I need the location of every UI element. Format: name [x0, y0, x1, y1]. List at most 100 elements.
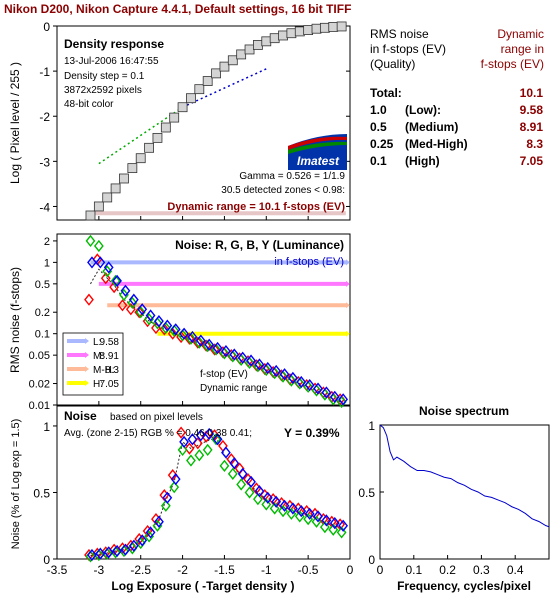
pix-xtick-label: -1	[261, 563, 272, 577]
pix-point-B	[145, 526, 156, 539]
spectrum-line	[379, 424, 550, 528]
rms-row-value: 8.91	[520, 120, 544, 134]
density-point	[311, 23, 322, 34]
pix-point-G	[261, 498, 272, 511]
noise-ytick-label: 2	[44, 236, 50, 248]
density-point	[336, 21, 347, 32]
density-point	[211, 68, 221, 79]
density-info-step: Density step = 0.1	[64, 71, 145, 82]
pix-ytick-label: 1	[43, 420, 50, 434]
spec-xtick-label: 0.1	[405, 563, 422, 577]
pix-point-B	[321, 514, 332, 527]
rms-header-left-2: in f-stops (EV)	[370, 42, 446, 56]
noise-point-B	[237, 351, 248, 364]
pixel-noise-plot-frame	[56, 405, 351, 560]
pix-point-B	[95, 547, 106, 560]
density-point	[253, 40, 263, 50]
spec-ytick-label: 0	[368, 553, 375, 567]
noise-ytick-label: 0.5	[35, 279, 50, 291]
pix-point-R	[134, 532, 145, 546]
noise-ytick-label: 0.01	[29, 400, 50, 412]
pix-point-G	[152, 519, 163, 532]
density-point	[119, 173, 129, 184]
rms-header-right-3: f-stops (EV)	[481, 57, 544, 71]
spec-xtick-label: 0.4	[507, 563, 524, 577]
noise-point-B	[271, 364, 282, 378]
pix-point-G	[135, 536, 146, 550]
pix-xtick-label: -1.5	[214, 563, 235, 577]
density-point	[319, 22, 330, 33]
noise-point-B	[179, 327, 189, 340]
pix-point-G	[194, 449, 205, 462]
density-point	[244, 44, 255, 55]
pix-xtick-label: -2.5	[130, 563, 151, 577]
pix-xtick-label: -0.5	[298, 563, 319, 577]
legend-swatch-arrow	[85, 366, 89, 372]
pix-point-G	[227, 467, 238, 480]
pix-xtick-label: -3	[94, 563, 105, 577]
rms-row-quality: Total:	[370, 86, 402, 100]
pix-point-B	[112, 544, 122, 558]
noise-legend: L:9.58 M:8.91 M-H:8.3H:7.05 f-stop (EV) Dy…	[62, 332, 268, 396]
pix-point-B	[246, 475, 256, 488]
noise-point-B	[112, 274, 122, 288]
noise-title: Noise: R, G, B, Y (Luminance)	[175, 238, 344, 252]
density-plot-frame	[56, 25, 351, 221]
pix-point-R	[142, 524, 153, 538]
noise-level-arrow	[346, 330, 350, 337]
noise-point-B	[313, 382, 323, 395]
legend-key: M:	[93, 351, 104, 362]
noise-subtitle: in f-stops (EV)	[274, 256, 344, 268]
pixel-noise-y: Y = 0.39%	[284, 426, 340, 440]
noise-ytick-label: 1	[44, 257, 50, 269]
rms-row-label: (High)	[405, 154, 440, 168]
spec-xtick-label: 0.3	[473, 563, 490, 577]
density-ytick-label: 0	[43, 20, 50, 34]
imatest-logo-text: Imatest	[297, 154, 340, 168]
rms-table-rows: Total: 10.1 1.0 (Low): 9.58 0.5 (Medium) 8.91 0.…	[370, 86, 543, 168]
density-info-pixels: 3872x2592 pixels	[64, 85, 142, 96]
noise-plot-frame	[56, 233, 351, 406]
noise-point-B	[221, 344, 231, 358]
density-ytick-label: -2	[39, 110, 50, 124]
density-point	[144, 142, 154, 153]
density-ytick-label: -3	[39, 155, 50, 169]
density-title: Density response	[64, 37, 164, 51]
pix-point-B	[103, 546, 114, 559]
rms-row-label: (Medium)	[405, 120, 458, 134]
noise-point-R	[201, 339, 212, 352]
pix-xtick-label: -3.5	[47, 563, 68, 577]
density-point	[194, 84, 205, 95]
noise-ylabel: RMS noise (f-stops)	[8, 267, 22, 373]
pix-ytick-label: 0.5	[33, 486, 50, 500]
noise-point-B	[262, 361, 273, 375]
noise-point-B	[296, 375, 307, 389]
noise-point-B	[137, 303, 148, 316]
noise-point-B	[103, 261, 114, 274]
density-point	[202, 76, 213, 86]
pixel-noise-note: based on pixel levels	[110, 412, 203, 423]
density-point	[286, 28, 297, 39]
noise-point-R	[167, 327, 178, 340]
noise-point-G	[102, 265, 113, 278]
noise-point-B	[170, 323, 181, 336]
noise-point-B	[162, 319, 173, 332]
noise-series-Y	[90, 268, 342, 403]
legend-swatch-arrow	[85, 352, 89, 358]
rms-row-label: (Med-High)	[405, 137, 468, 151]
density-point	[93, 201, 104, 212]
rms-header-left-1: RMS noise	[370, 27, 429, 41]
density-point	[294, 26, 305, 37]
noise-ytick-label: 0.2	[35, 307, 50, 319]
pix-point-B	[296, 504, 307, 518]
pix-point-B	[128, 539, 139, 552]
pixel-noise-title: Noise	[64, 409, 97, 423]
pix-point-B	[254, 485, 265, 498]
pix-point-G	[144, 530, 154, 543]
noise-point-G	[110, 274, 121, 288]
pix-point-B	[187, 433, 198, 446]
spec-ytick-label: 0.5	[358, 486, 375, 500]
pix-point-B	[288, 502, 298, 515]
noise-level-arrow	[346, 259, 350, 266]
legend-note-dr: Dynamic range	[200, 383, 268, 394]
